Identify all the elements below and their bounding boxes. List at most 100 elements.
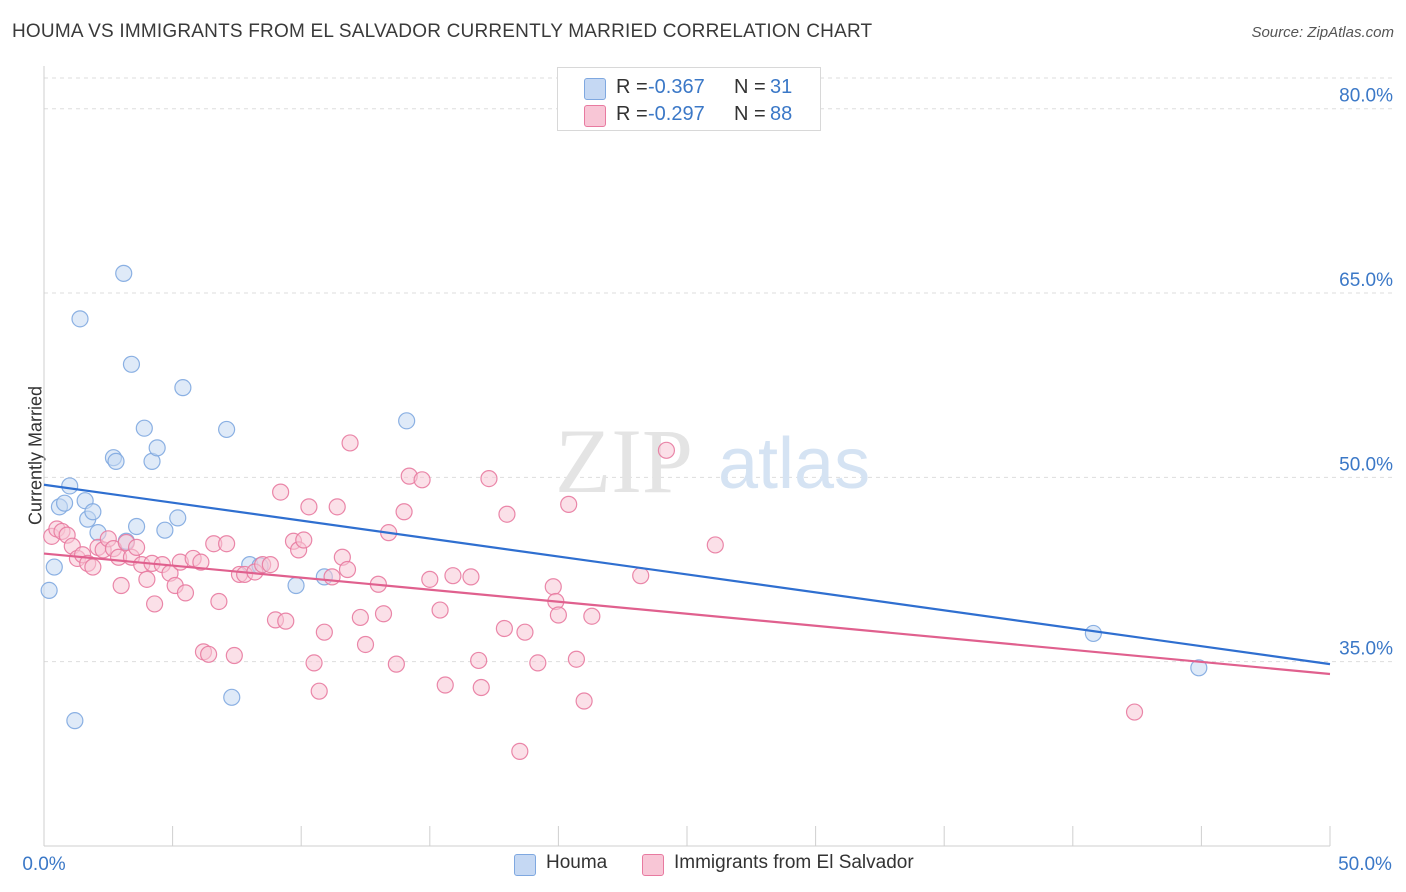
data-point — [223, 688, 241, 706]
legend-row-salvador: R = -0.297 N = 88 — [558, 100, 820, 130]
data-point — [272, 483, 290, 501]
trend-lines — [43, 483, 1331, 676]
watermark-atlas: atlas — [718, 424, 870, 504]
legend-swatch-salvador — [584, 105, 606, 127]
y-tick-label: 65.0% — [1339, 270, 1393, 291]
data-point — [287, 576, 305, 595]
data-point — [169, 509, 187, 527]
data-point — [549, 606, 568, 624]
y-tick-label: 35.0% — [1339, 639, 1393, 660]
legend-r-label: R = — [616, 103, 648, 125]
data-point — [115, 264, 133, 282]
data-point — [323, 568, 341, 586]
data-point — [338, 560, 357, 579]
data-point — [40, 581, 58, 600]
data-point — [127, 517, 146, 536]
data-point — [218, 535, 236, 553]
data-point — [560, 495, 578, 513]
data-point — [45, 558, 63, 576]
legend-swatch-houma — [514, 854, 536, 876]
series-houma-points — [40, 264, 1208, 730]
legend-n-label: N = — [734, 103, 766, 125]
data-point — [498, 505, 516, 523]
data-point — [300, 498, 318, 516]
data-point — [387, 655, 405, 673]
data-point — [495, 619, 513, 638]
trend-line-houma — [43, 483, 1331, 666]
data-point — [567, 650, 586, 668]
data-point — [356, 635, 375, 654]
data-point — [174, 379, 192, 397]
data-point — [127, 538, 146, 557]
data-point — [444, 567, 462, 585]
data-point — [462, 568, 480, 586]
data-point — [341, 434, 359, 452]
data-point — [61, 477, 79, 495]
data-point — [156, 521, 174, 539]
legend-label-houma: Houma — [546, 852, 608, 873]
data-point — [55, 494, 74, 512]
data-point — [632, 567, 650, 585]
data-point — [1084, 624, 1102, 643]
data-point — [413, 471, 431, 489]
x-tick-labels: 0.0% 50.0% — [22, 854, 1392, 875]
data-point — [112, 576, 130, 595]
data-point — [305, 654, 323, 672]
trend-line-salvador — [43, 552, 1331, 676]
x-tick-label: 0.0% — [22, 854, 65, 875]
data-point — [315, 623, 333, 641]
legend-swatch-salvador — [642, 854, 664, 876]
data-point — [472, 678, 490, 697]
data-point — [470, 651, 488, 670]
y-tick-labels: 35.0% 50.0% 65.0% 80.0% — [1339, 86, 1393, 660]
data-point — [395, 503, 413, 521]
axes — [43, 66, 1331, 847]
data-point — [374, 605, 393, 623]
legend-r-label: R = — [616, 76, 648, 98]
legend-n-value: 31 — [770, 76, 793, 98]
data-points — [40, 264, 1208, 760]
data-point — [1190, 659, 1208, 677]
data-point — [1125, 703, 1144, 721]
data-point — [218, 420, 236, 439]
data-point — [421, 570, 439, 588]
data-point — [192, 553, 210, 571]
data-point — [583, 607, 601, 625]
data-point — [398, 412, 416, 430]
data-point — [436, 676, 454, 694]
data-point — [706, 536, 724, 554]
data-point — [138, 570, 156, 588]
chart-title: HOUMA VS IMMIGRANTS FROM EL SALVADOR CUR… — [12, 21, 873, 42]
data-point — [84, 503, 102, 521]
watermark-zip: ZIP — [555, 410, 693, 512]
data-point — [200, 645, 218, 663]
legend-label-salvador: Immigrants from El Salvador — [674, 852, 914, 873]
y-tick-label: 50.0% — [1339, 454, 1393, 475]
data-point — [135, 419, 153, 437]
data-point — [480, 469, 498, 488]
data-point — [657, 441, 676, 459]
data-point — [529, 654, 547, 672]
legend-swatch-houma — [584, 78, 606, 100]
data-point — [261, 556, 279, 574]
data-point — [431, 601, 449, 619]
legend-row-houma: R = -0.367 N = 31 — [558, 73, 820, 103]
data-point — [575, 692, 593, 710]
data-point — [295, 531, 313, 549]
data-point — [122, 355, 141, 373]
legend-n-label: N = — [734, 76, 766, 98]
data-point — [210, 592, 228, 611]
data-point — [544, 578, 562, 596]
y-tick-label: 80.0% — [1339, 86, 1393, 107]
data-point — [145, 595, 164, 613]
data-point — [176, 584, 195, 602]
chart-source: Source: ZipAtlas.com — [1251, 24, 1394, 41]
x-tick-label: 50.0% — [1338, 854, 1392, 875]
data-point — [511, 742, 529, 760]
data-point — [225, 646, 243, 665]
data-point — [277, 612, 295, 630]
data-point — [310, 682, 328, 700]
data-point — [84, 558, 102, 576]
correlation-legend: R = -0.367 N = 31 R = -0.297 N = 88 — [557, 67, 821, 131]
